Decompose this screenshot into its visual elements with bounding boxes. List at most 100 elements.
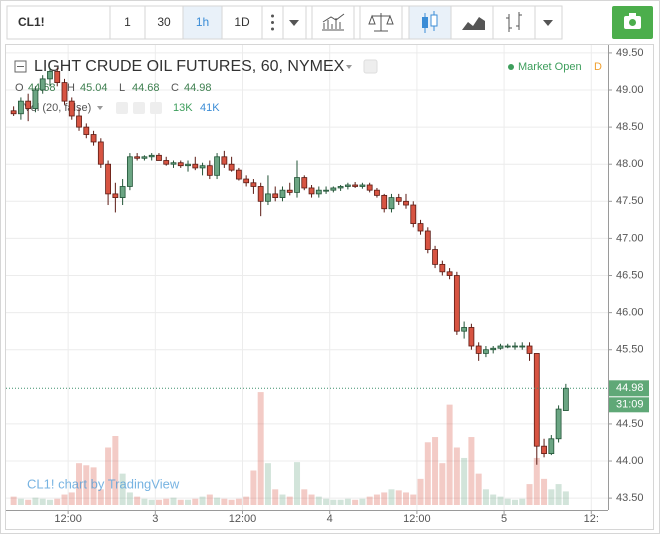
y-tick-label: 47.00	[616, 232, 644, 244]
volume-bar	[112, 436, 119, 505]
volume-bar	[352, 499, 359, 505]
volume-bar	[475, 473, 482, 505]
volume-bar	[337, 499, 344, 505]
volume-bar	[214, 497, 221, 505]
volume-bar	[468, 437, 475, 505]
volume-settings[interactable]	[133, 102, 145, 114]
ohlc-value: 45.04	[80, 82, 108, 94]
volume-bar	[330, 499, 337, 505]
settings-icon[interactable]	[363, 59, 378, 74]
volume-bar	[453, 447, 460, 505]
candle-body	[214, 156, 220, 176]
volume-bar	[308, 494, 315, 505]
candle-body	[366, 184, 373, 191]
candle-body	[424, 230, 431, 250]
collapse-icon[interactable]	[14, 60, 27, 73]
candle-body	[475, 345, 482, 354]
interval-button[interactable]: 1	[124, 15, 131, 29]
volume-bar	[424, 442, 431, 505]
y-tick-label: 47.50	[616, 195, 644, 207]
candle-body	[453, 275, 460, 332]
volume-bar	[519, 498, 526, 505]
toolbar-group: CL1! 1 30 1h 1D	[18, 5, 553, 40]
legend: LIGHT CRUDE OIL FUTURES, 60, NYMEX Marke…	[14, 58, 602, 114]
candles-button[interactable]	[408, 5, 452, 40]
candle-body	[337, 186, 344, 189]
volume-close[interactable]	[150, 102, 162, 114]
candle-body	[330, 187, 337, 191]
volume-bar	[446, 404, 453, 505]
volume-bar	[105, 447, 112, 505]
candle-body	[417, 223, 424, 232]
volume-layer	[10, 392, 569, 505]
ohlc-value: 44.68	[132, 82, 160, 94]
interval-active-bg	[183, 6, 222, 39]
candle-body	[308, 187, 315, 195]
interval-button[interactable]: 30	[157, 15, 171, 29]
x-tick-label: 4	[327, 513, 333, 525]
area-button[interactable]	[450, 5, 494, 40]
candle-body	[548, 438, 555, 455]
volume-bar	[541, 478, 548, 505]
candle-body	[490, 347, 497, 351]
candles	[10, 67, 569, 465]
candle-body	[265, 193, 271, 202]
volume-menu[interactable]	[97, 106, 103, 110]
volume-bar	[134, 496, 141, 505]
candle-body	[105, 163, 111, 195]
countdown-box	[609, 397, 649, 413]
candle-body	[199, 165, 206, 169]
interval-button[interactable]: 1D	[234, 15, 250, 29]
volume-bar	[25, 499, 32, 505]
candle-body	[97, 141, 104, 165]
volume-bar	[388, 489, 395, 505]
candle-body	[257, 186, 264, 202]
candle-body	[119, 186, 126, 199]
candle-body	[177, 162, 184, 167]
bars-button[interactable]	[492, 5, 536, 40]
last-price-label: 44.98	[616, 382, 644, 394]
volume-bar	[185, 499, 192, 505]
x-tick-label: 3	[152, 513, 158, 525]
volume-bar	[323, 498, 330, 505]
more-button[interactable]	[271, 14, 274, 31]
symbol-input[interactable]: CL1!	[18, 15, 45, 29]
candle-body	[192, 163, 199, 169]
dropdown-arrow[interactable]	[289, 20, 299, 26]
candle-body	[170, 162, 177, 165]
volume-bar	[177, 499, 184, 505]
volume-bar	[526, 484, 533, 505]
candle-body	[432, 249, 438, 265]
title-menu[interactable]	[346, 65, 352, 69]
candle-body	[446, 271, 453, 276]
candle-body	[526, 345, 533, 354]
candle-body	[497, 345, 504, 349]
x-tick-label: 5	[501, 513, 507, 525]
volume-bar	[403, 492, 410, 505]
volume-bar	[76, 463, 83, 505]
volume-eye[interactable]	[116, 102, 128, 114]
candle-body	[279, 189, 286, 199]
volume-bar	[83, 465, 90, 505]
volume-bar	[170, 497, 177, 505]
volume-bar	[141, 498, 148, 505]
candle-body	[286, 189, 293, 193]
axes: 43.50 44.00 44.50 45.50 46.00 46.50 47.00 47.50…	[6, 47, 649, 525]
indicators-button[interactable]	[311, 5, 355, 40]
volume-bar	[279, 494, 286, 505]
volume-bar	[250, 470, 257, 505]
volume-bar	[221, 498, 228, 505]
chart-type-arrow[interactable]	[543, 20, 553, 26]
interval-button[interactable]: 1h	[196, 15, 209, 29]
candle-body	[315, 189, 322, 195]
volume-value: 13K	[173, 102, 193, 114]
candle-body	[134, 156, 141, 159]
y-tick-label: 49.00	[616, 84, 644, 96]
volume-bar	[511, 499, 518, 505]
candle-body	[374, 189, 380, 196]
volume-bar	[155, 499, 162, 505]
candle-body	[54, 71, 61, 83]
candle-body	[83, 126, 90, 135]
candle-body	[519, 345, 526, 348]
